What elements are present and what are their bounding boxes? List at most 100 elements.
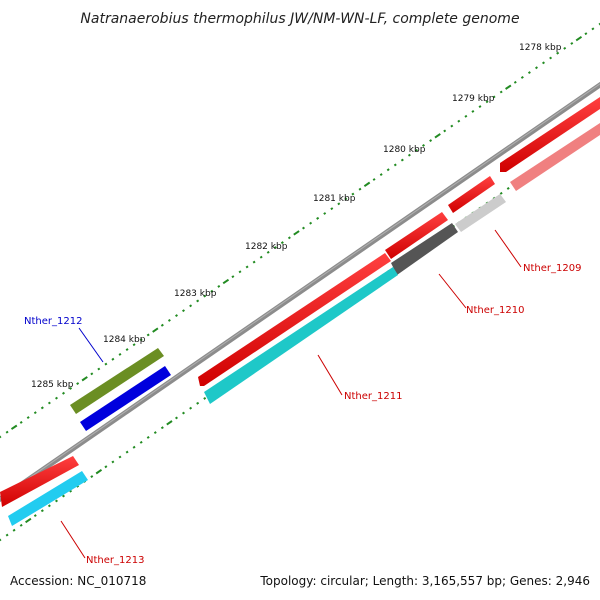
gene-nther-1208-reverse[interactable] bbox=[510, 123, 600, 191]
scale-tick-minor-7 bbox=[47, 401, 51, 405]
scale-tick-minor-47 bbox=[330, 207, 334, 211]
scale-tick-major-12 bbox=[81, 376, 88, 382]
scale-tick-minor-78 bbox=[549, 56, 553, 60]
scale-tick-major-22 bbox=[152, 327, 159, 333]
scale-tick-minor-1 bbox=[5, 430, 9, 434]
accession-text: Accession: NC_010718 bbox=[10, 574, 147, 588]
scale-tick-minor-75 bbox=[527, 71, 531, 75]
scale-tick-minor-61 bbox=[429, 139, 433, 143]
scale-tick-minor-68 bbox=[478, 105, 482, 109]
scale-tick-minor-10 bbox=[69, 386, 73, 390]
gene-nther-1209-forward[interactable] bbox=[448, 176, 495, 213]
scale-tick-minor-64 bbox=[450, 124, 454, 128]
inner-scale-tick-minor-18 bbox=[125, 450, 129, 454]
gene-nther-1208-forward[interactable] bbox=[500, 97, 600, 172]
scale-tick-minor-8 bbox=[55, 396, 58, 400]
gene-label-nther-1209[interactable]: Nther_1209 bbox=[523, 263, 581, 274]
gene-label-nther-1210[interactable]: Nther_1210 bbox=[466, 305, 524, 316]
inner-scale-tick-minor-29 bbox=[203, 396, 207, 400]
scale-tick-minor-37 bbox=[259, 255, 263, 259]
gene-nther-1211-reverse[interactable] bbox=[204, 267, 398, 404]
gene-nther-1212[interactable] bbox=[70, 348, 164, 414]
gene-nther-1210-forward[interactable] bbox=[385, 212, 448, 259]
scale-tick-minor-35 bbox=[245, 265, 249, 269]
gene-nther-1213-reverse[interactable] bbox=[8, 471, 88, 526]
inner-scale-tick-minor-7 bbox=[47, 504, 51, 508]
scale-tick-minor-83 bbox=[584, 32, 588, 36]
inner-scale-tick-minor-11 bbox=[76, 484, 80, 488]
kbp-label-1280: 1280 kbp bbox=[383, 145, 426, 155]
inner-scale-tick-minor-26 bbox=[182, 411, 185, 415]
inner-scale-tick-minor-25 bbox=[175, 416, 178, 420]
inner-scale-tick-major-14 bbox=[95, 468, 103, 475]
inner-scale-tick-minor-0 bbox=[0, 538, 2, 542]
scale-tick-minor-27 bbox=[189, 304, 193, 308]
scale-tick-minor-0 bbox=[0, 435, 2, 439]
gene-nther-1211-forward[interactable] bbox=[198, 253, 391, 386]
scale-tick-major-52 bbox=[363, 181, 371, 188]
scale-tick-major-82 bbox=[575, 35, 583, 42]
scale-tick-minor-30 bbox=[210, 289, 214, 293]
scale-tick-minor-77 bbox=[542, 61, 545, 65]
leader-line-nther-1212 bbox=[78, 327, 104, 363]
inner-scale-tick-minor-3 bbox=[19, 523, 23, 527]
scale-tick-minor-44 bbox=[309, 221, 313, 225]
scale-tick-minor-14 bbox=[97, 367, 101, 371]
kbp-label-1285: 1285 kbp bbox=[31, 380, 74, 390]
scale-tick-minor-34 bbox=[238, 270, 242, 274]
scale-tick-minor-81 bbox=[570, 41, 574, 45]
inner-scale-tick-minor-19 bbox=[132, 445, 136, 449]
scale-tick-minor-19 bbox=[132, 343, 136, 347]
scale-tick-minor-59 bbox=[415, 148, 418, 152]
scale-tick-minor-13 bbox=[90, 372, 94, 376]
kbp-label-1284: 1284 kbp bbox=[103, 335, 146, 345]
genome-backbone-highlight bbox=[0, 83, 600, 499]
kbp-label-1282: 1282 kbp bbox=[245, 242, 288, 252]
scale-tick-minor-58 bbox=[407, 153, 411, 157]
gene-nther-1209-reverse[interactable] bbox=[455, 194, 506, 232]
scale-tick-minor-73 bbox=[513, 80, 517, 84]
inner-scale-tick-major-4 bbox=[25, 517, 32, 524]
kbp-labels: 1278 kbp 1279 kbp 1280 kbp 1281 kbp 1282… bbox=[31, 43, 562, 390]
gene-label-nther-1213[interactable]: Nther_1213 bbox=[86, 555, 144, 566]
inner-scale-tick-minor-72 bbox=[506, 186, 510, 190]
inner-scale-tick-minor-20 bbox=[139, 440, 143, 444]
scale-ticks bbox=[0, 22, 600, 439]
scale-tick-minor-9 bbox=[62, 391, 65, 395]
leader-line-nther-1209 bbox=[494, 229, 522, 268]
scale-tick-minor-45 bbox=[316, 216, 320, 220]
scale-tick-minor-17 bbox=[118, 352, 122, 356]
scale-tick-minor-67 bbox=[471, 109, 475, 113]
gene-label-nther-1211[interactable]: Nther_1211 bbox=[344, 391, 402, 402]
leader-line-nther-1211 bbox=[317, 354, 343, 396]
scale-tick-major-32 bbox=[222, 278, 230, 285]
scale-tick-minor-39 bbox=[273, 246, 277, 249]
inner-scale-tick-minor-2 bbox=[12, 528, 16, 532]
inner-scale-tick-minor-9 bbox=[62, 494, 65, 498]
scale-tick-minor-48 bbox=[337, 202, 341, 206]
kbp-label-1281: 1281 kbp bbox=[313, 194, 356, 204]
scale-tick-minor-24 bbox=[167, 318, 171, 322]
gene-nther-1212-reverse[interactable] bbox=[80, 366, 171, 431]
gene-nther-1210-reverse[interactable] bbox=[391, 223, 458, 275]
scale-tick-minor-41 bbox=[287, 236, 291, 240]
inner-scale-tick-minor-10 bbox=[69, 489, 73, 493]
genome-backbone bbox=[0, 81, 600, 503]
scale-tick-minor-5 bbox=[33, 411, 37, 415]
scale-tick-minor-40 bbox=[280, 241, 284, 245]
inner-scale-tick-minor-28 bbox=[196, 401, 200, 405]
scale-tick-minor-46 bbox=[323, 212, 327, 215]
gene-label-nther-1212[interactable]: Nther_1212 bbox=[24, 316, 82, 327]
gene-nther-1213-forward[interactable] bbox=[0, 456, 79, 507]
inner-scale-tick-minor-71 bbox=[499, 191, 503, 195]
inner-scale-tick-minor-16 bbox=[111, 460, 115, 464]
scale-tick-minor-16 bbox=[111, 357, 115, 361]
scale-tick-minor-23 bbox=[160, 323, 164, 327]
scale-tick-minor-21 bbox=[146, 333, 150, 337]
scale-tick-minor-28 bbox=[196, 299, 200, 303]
scale-tick-minor-20 bbox=[139, 338, 143, 342]
scale-tick-minor-3 bbox=[19, 420, 23, 424]
scale-tick-minor-80 bbox=[563, 46, 567, 50]
scale-tick-major-62 bbox=[434, 133, 441, 139]
